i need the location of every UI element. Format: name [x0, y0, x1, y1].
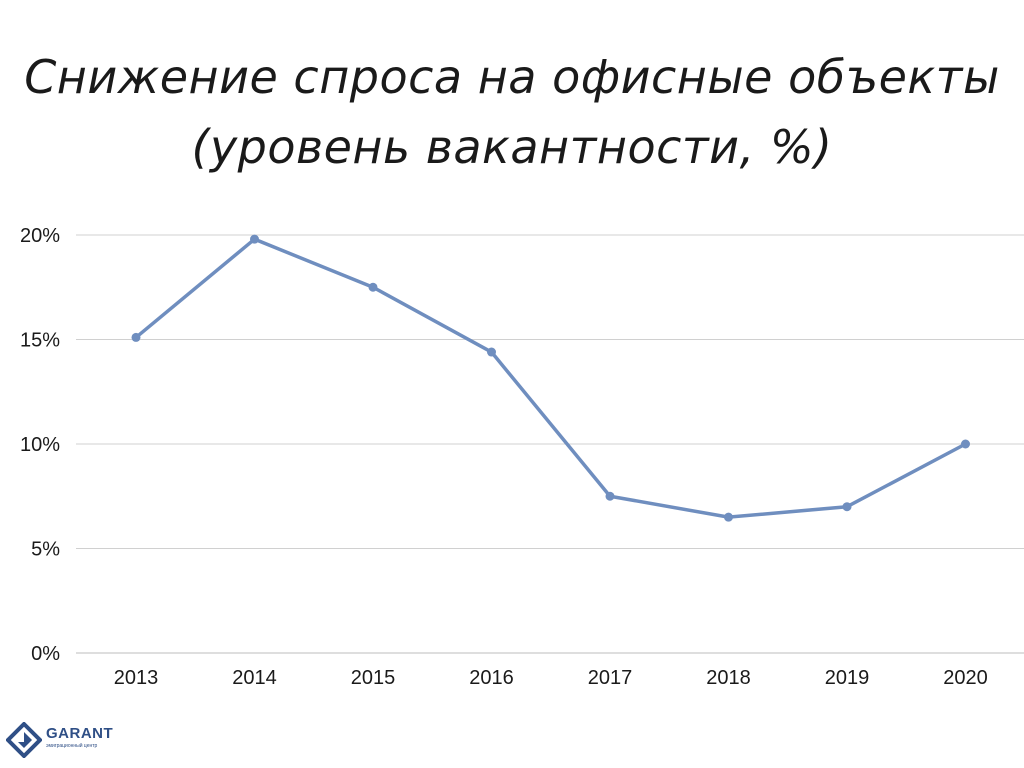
logo-wordmark: GARANT: [46, 725, 114, 742]
y-tick-label: 15%: [20, 330, 60, 352]
garant-logo-icon: [5, 721, 43, 759]
y-tick-label: 20%: [20, 225, 60, 247]
x-tick-label: 2020: [943, 667, 988, 689]
data-point: [842, 502, 852, 512]
y-tick-label: 5%: [31, 539, 60, 561]
data-point: [961, 439, 970, 449]
x-tick-label: 2019: [825, 667, 870, 689]
data-point: [368, 282, 378, 292]
gridlines: [76, 234, 1024, 654]
garant-logo: GARANT эмиграционный центр: [5, 721, 166, 759]
chart-title-line-2: (уровень вакантности, %): [191, 120, 833, 174]
series-line: [134, 237, 968, 519]
x-tick-label: 2013: [114, 667, 159, 689]
logo-tagline: эмиграционный центр: [46, 743, 98, 749]
data-point: [724, 512, 733, 522]
data-point: [487, 347, 496, 357]
chart-title: Снижение спроса на офисные объекты (уров…: [0, 42, 1024, 182]
data-point: [605, 491, 615, 501]
data-point: [131, 332, 141, 342]
chart-title-line-1: Снижение спроса на офисные объекты: [24, 50, 1000, 104]
x-tick-label: 2014: [232, 667, 277, 689]
x-tick-label: 2015: [351, 667, 396, 689]
x-axis-ticks: 2013 2014 2015 2016 2017 2018 2019 2020: [114, 667, 988, 689]
series-group: [131, 234, 970, 522]
y-tick-label: 0%: [31, 643, 60, 665]
y-axis-ticks: 0% 5% 10% 15% 20%: [20, 225, 60, 665]
y-tick-label: 10%: [20, 434, 60, 456]
x-tick-label: 2017: [588, 667, 633, 689]
x-tick-label: 2016: [469, 667, 514, 689]
x-tick-label: 2018: [706, 667, 751, 689]
data-point: [250, 234, 259, 244]
